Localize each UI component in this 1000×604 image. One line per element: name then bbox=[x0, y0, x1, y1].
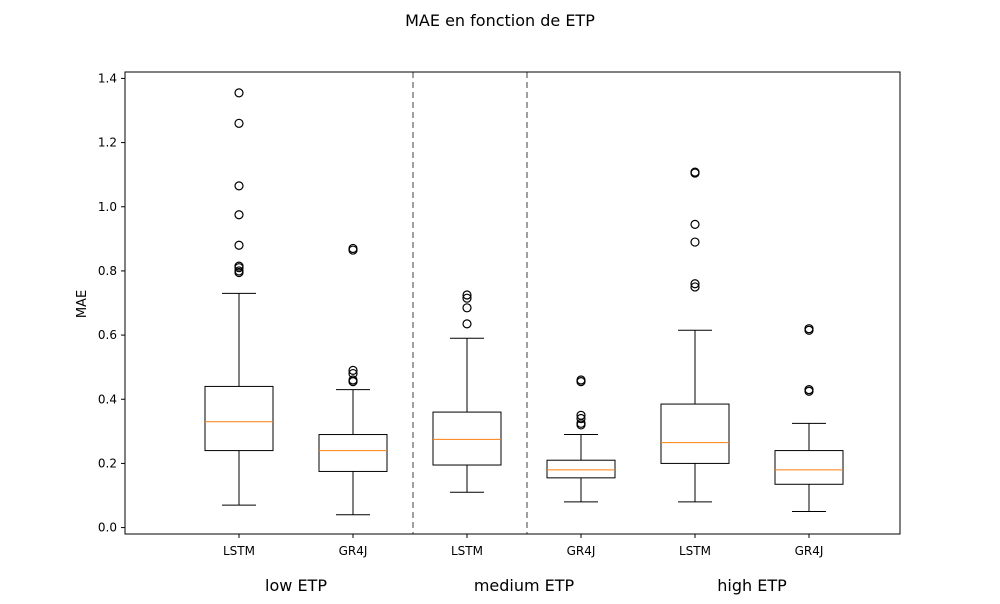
group-label: high ETP bbox=[717, 576, 787, 595]
y-tick-label: 1.4 bbox=[98, 71, 117, 85]
plot-area: 0.0 0.2 0.4 0.6 0.8 1.0 1.2 1.4 LSTM GR4J low ETP L… bbox=[98, 71, 844, 595]
chart-title: MAE en fonction de ETP bbox=[405, 11, 595, 30]
outlier-point bbox=[234, 261, 244, 271]
group-label: low ETP bbox=[265, 576, 327, 595]
x-tick-label: LSTM bbox=[223, 544, 255, 558]
outlier-point bbox=[462, 293, 472, 303]
outlier-point bbox=[690, 279, 700, 289]
box-iqr bbox=[660, 403, 730, 464]
outlier-point bbox=[348, 365, 358, 375]
y-tick-label: 0.2 bbox=[98, 456, 117, 470]
outlier-point bbox=[234, 266, 244, 276]
outlier-point bbox=[234, 181, 244, 191]
x-tick-label: LSTM bbox=[451, 544, 483, 558]
outlier-point bbox=[690, 237, 700, 247]
y-axis-label: MAE bbox=[75, 290, 90, 318]
plot-frame bbox=[124, 71, 901, 535]
outlier-point bbox=[804, 385, 814, 395]
outlier-point bbox=[348, 243, 358, 254]
box-iqr bbox=[204, 385, 274, 452]
x-tick-label: GR4J bbox=[795, 544, 824, 558]
outlier-point bbox=[576, 413, 586, 424]
outlier-point bbox=[234, 88, 244, 98]
outlier-point bbox=[348, 375, 358, 385]
outlier-point bbox=[348, 368, 358, 379]
outlier-point bbox=[576, 410, 586, 420]
outlier-point bbox=[690, 282, 700, 292]
outlier-point bbox=[690, 219, 700, 229]
y-tick-label: 0.4 bbox=[98, 392, 117, 406]
outlier-point bbox=[462, 303, 472, 313]
outlier-point bbox=[804, 324, 814, 334]
box-iqr bbox=[774, 450, 844, 485]
box-iqr bbox=[432, 411, 502, 466]
x-tick-label: LSTM bbox=[679, 544, 711, 558]
outlier-point bbox=[462, 319, 472, 329]
x-tick-label: GR4J bbox=[339, 544, 368, 558]
outlier-point bbox=[576, 375, 586, 385]
outlier-point bbox=[234, 240, 244, 250]
y-tick-label: 1.2 bbox=[98, 136, 117, 150]
y-tick-label: 0.8 bbox=[98, 264, 117, 278]
box-iqr bbox=[318, 434, 388, 472]
box-iqr bbox=[546, 459, 616, 479]
outlier-point bbox=[234, 210, 244, 220]
group-label: medium ETP bbox=[474, 576, 575, 595]
outlier-point bbox=[462, 290, 472, 300]
outlier-point bbox=[234, 118, 244, 128]
x-tick-label: GR4J bbox=[567, 544, 596, 558]
outlier-point bbox=[690, 167, 700, 177]
y-tick-label: 0.0 bbox=[98, 521, 117, 535]
y-tick-label: 0.6 bbox=[98, 328, 117, 342]
y-tick-label: 1.0 bbox=[98, 200, 117, 214]
